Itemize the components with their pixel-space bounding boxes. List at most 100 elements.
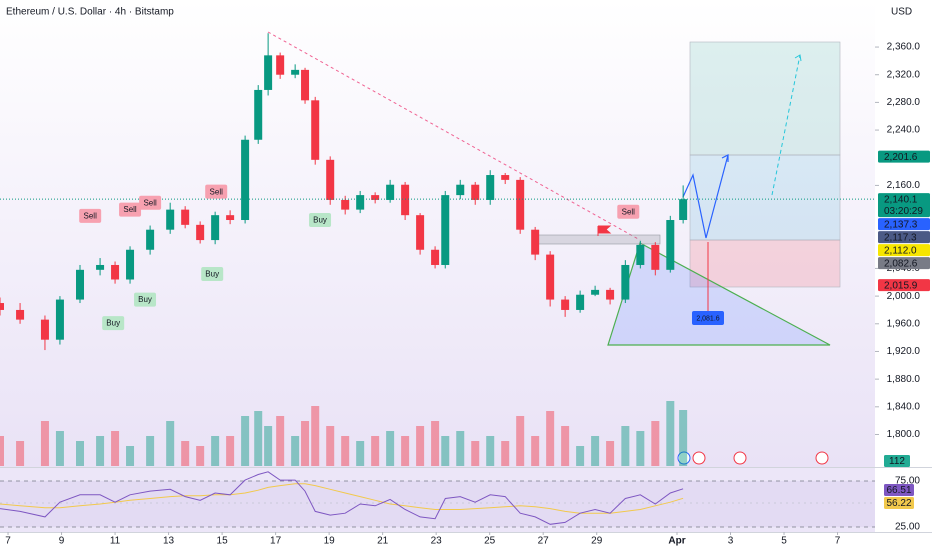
volume-bar <box>651 421 660 466</box>
rsi-tick-label: 25.00 <box>895 522 920 533</box>
volume-bar <box>371 436 380 466</box>
x-tick-label: 27 <box>538 536 550 547</box>
x-tick-label: 7 <box>835 536 841 547</box>
candle-body <box>126 249 135 280</box>
candle-body <box>356 195 365 210</box>
y-tick-label: 2,160.0 <box>887 180 921 191</box>
candle-body <box>516 179 525 230</box>
price-label: 2,015.9 <box>884 280 918 291</box>
candle-body <box>181 209 190 225</box>
price-label-box <box>878 231 930 244</box>
signal: Buy <box>102 316 125 331</box>
volume-bar <box>196 446 205 466</box>
x-tick-label: 5 <box>781 536 787 547</box>
volume-bar <box>291 436 300 466</box>
signal-label: Sell <box>84 211 98 220</box>
volume-bar <box>441 436 450 466</box>
volume-bar <box>636 431 645 466</box>
y-tick-label: 1,800.0 <box>887 429 921 440</box>
long-target-zone[interactable] <box>689 41 841 156</box>
target-projection[interactable] <box>771 54 801 196</box>
signal: Sell <box>205 184 228 199</box>
volume-bar <box>301 421 310 466</box>
rsi-ma-value-box <box>884 497 914 509</box>
rsi-ma-line <box>0 483 684 514</box>
candle-body <box>0 303 4 310</box>
price-label: 2,140.1 <box>884 194 918 205</box>
signal-badge <box>205 184 228 199</box>
event-icon[interactable] <box>815 451 829 465</box>
candle-body <box>576 294 585 310</box>
candle-body <box>546 254 555 300</box>
trend-line[interactable] <box>267 31 641 241</box>
price-label-box <box>878 279 930 292</box>
volume-bar <box>166 421 175 466</box>
y-tick-label: 2,360.0 <box>887 42 921 53</box>
volume-bar <box>211 436 220 466</box>
signal-label: Sell <box>622 207 636 216</box>
projection-arrow <box>721 154 729 162</box>
signal-label: Buy <box>313 216 327 225</box>
chart-title: Ethereum / U.S. Dollar · 4h · Bitstamp <box>6 7 174 18</box>
candle-body <box>531 229 540 255</box>
volume-bar <box>40 421 49 466</box>
volume-bar <box>146 436 155 466</box>
volume-bar <box>111 431 120 466</box>
candle-body <box>341 199 350 210</box>
candle-body <box>431 249 440 265</box>
event-icons <box>677 451 829 465</box>
candle-body <box>166 209 175 230</box>
x-tick-label: 17 <box>270 536 282 547</box>
event-icon[interactable] <box>733 451 747 465</box>
candle-body <box>311 100 320 160</box>
rsi-band <box>0 480 875 528</box>
candle-body <box>40 319 49 340</box>
candle-body <box>301 69 310 101</box>
volume-bar <box>16 441 25 466</box>
x-tick-label: 25 <box>484 536 496 547</box>
event-icon[interactable] <box>692 451 706 465</box>
y-tick-label: 2,240.0 <box>887 125 921 136</box>
candle-body <box>291 69 300 75</box>
candle-body <box>456 184 465 196</box>
volume-bar <box>356 441 365 466</box>
volume-bar <box>416 426 425 466</box>
volume-bar <box>55 431 64 466</box>
y-tick-label: 2,280.0 <box>887 97 921 108</box>
signal: Sell <box>617 204 640 219</box>
projection-label: 2,081.6 <box>696 315 719 322</box>
volume-bar <box>561 426 570 466</box>
y-tick-label: 1,880.0 <box>887 374 921 385</box>
signal-badge <box>309 213 332 228</box>
price-label-box <box>878 150 930 163</box>
candle-body <box>211 215 220 241</box>
target-arrow <box>794 54 802 62</box>
volume-bar <box>456 431 465 466</box>
candle-body <box>55 299 64 340</box>
candle-body <box>371 195 380 200</box>
candle-body <box>386 184 395 200</box>
long-mid-zone[interactable] <box>689 154 841 241</box>
volume-label-box <box>884 455 910 467</box>
volume-bar <box>326 426 335 466</box>
x-tick-label: 15 <box>217 536 229 547</box>
volume-bar <box>431 421 440 466</box>
candle-body <box>401 184 410 216</box>
long-stop-zone[interactable] <box>689 239 841 288</box>
volume-bar <box>0 436 4 466</box>
price-label-box <box>878 244 930 257</box>
x-tick-label: 13 <box>163 536 175 547</box>
signal-badge <box>201 266 224 281</box>
projection-path[interactable] <box>682 154 729 239</box>
volume-label: 112 <box>889 456 905 467</box>
zone-box[interactable] <box>534 234 661 245</box>
volume-bar <box>576 446 585 466</box>
candle-body <box>606 289 615 300</box>
volume-bar <box>621 426 630 466</box>
signal-label: Buy <box>106 319 120 328</box>
candle-body <box>241 139 250 221</box>
y-tick-label: 2,000.0 <box>887 291 921 302</box>
candle-body <box>264 55 273 90</box>
price-label-box <box>878 193 930 218</box>
event-icon[interactable] <box>677 451 691 465</box>
